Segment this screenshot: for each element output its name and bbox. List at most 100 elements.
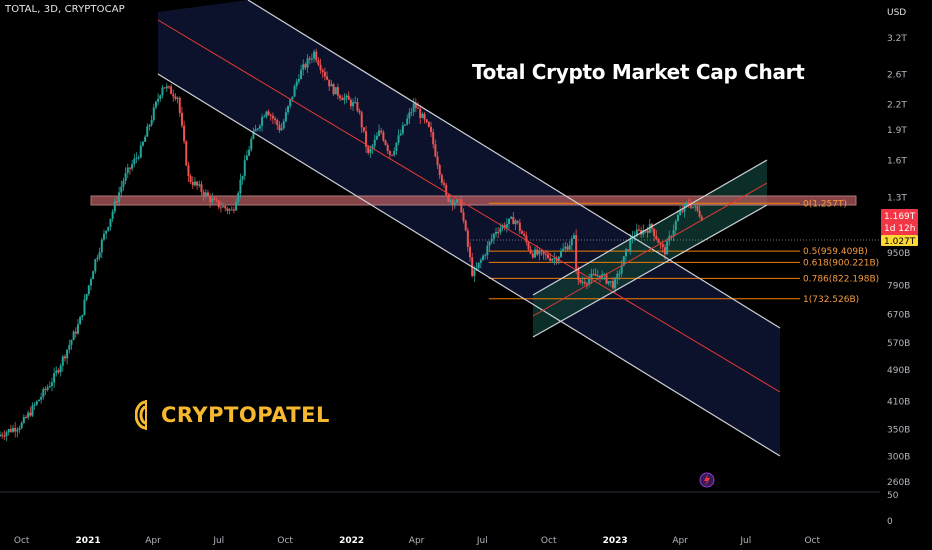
candle [611, 276, 614, 290]
candle [694, 202, 697, 212]
candle [356, 97, 359, 113]
candle [572, 232, 575, 240]
candle [144, 134, 147, 142]
candle [581, 276, 584, 287]
candle [109, 218, 112, 231]
candle [551, 257, 554, 263]
candle [261, 113, 264, 132]
rising-channel-mid[interactable] [532, 182, 768, 317]
rising-channel-lower[interactable] [532, 204, 768, 338]
candle [423, 112, 426, 124]
candle [102, 229, 105, 242]
rising-channel-upper[interactable] [532, 159, 768, 296]
descending-channel-mid[interactable] [157, 19, 781, 393]
volume-tick-label: 50 [887, 491, 899, 501]
candle [5, 430, 8, 442]
candle [508, 218, 511, 230]
candle [308, 55, 311, 65]
current-price-tag: 1.169T 1d 12h [881, 209, 918, 235]
candle [620, 260, 623, 278]
candle [421, 112, 424, 119]
candle [486, 240, 489, 260]
candle [35, 400, 38, 407]
candle [57, 368, 60, 375]
fib-level-label: 0.618(900.221B) [803, 258, 879, 268]
candle [148, 123, 151, 131]
candle [401, 122, 404, 136]
candle [555, 255, 558, 265]
candle [211, 192, 214, 205]
candle [313, 49, 316, 63]
price-axis[interactable]: USD 3.2T 2.6T 2.2T 1.9T 1.6T 1.3T 950B 790B 670B… [887, 8, 910, 488]
candle [362, 127, 365, 134]
descending-channel-lower[interactable] [157, 73, 781, 457]
candle [397, 129, 400, 146]
candle [302, 59, 305, 76]
candle [118, 186, 121, 207]
candle [252, 127, 255, 140]
candle [83, 294, 86, 316]
x-tick-label: Oct [541, 536, 557, 546]
y-tick-label: 410B [887, 397, 910, 407]
candle [382, 130, 385, 142]
x-tick-label: Jul [739, 536, 751, 546]
candle [495, 227, 498, 238]
candle [386, 143, 389, 154]
candle [74, 327, 77, 338]
candle [306, 54, 309, 73]
candle [464, 219, 467, 232]
candle [167, 85, 170, 89]
candle [531, 252, 534, 260]
candle [469, 241, 472, 262]
candle [521, 229, 523, 235]
candle [70, 339, 73, 350]
candle [189, 173, 192, 185]
descending-channel-upper[interactable] [247, 0, 781, 329]
volume-axis: 50 0 [887, 491, 899, 527]
candle [607, 281, 610, 286]
candle [384, 139, 387, 146]
candle [40, 392, 43, 404]
candle [128, 167, 131, 175]
candle [89, 277, 92, 291]
fib-retracement[interactable]: 0(1.257T) 0.5(959.409B)0.618(900.221B) 0.7… [488, 199, 879, 305]
candle [345, 93, 348, 103]
candle [432, 128, 435, 149]
currency-label: USD [887, 8, 906, 18]
candle [570, 235, 573, 252]
candle [265, 110, 268, 119]
lightning-icon[interactable] [699, 472, 715, 488]
candle [653, 228, 656, 242]
candle [538, 247, 541, 261]
candle [213, 195, 216, 201]
candle [347, 91, 350, 100]
x-tick-label: 2023 [603, 536, 628, 546]
candle [436, 151, 439, 170]
candle [655, 230, 658, 241]
candle [315, 48, 318, 63]
candle [575, 229, 578, 275]
candle [553, 252, 556, 266]
candle [484, 253, 487, 260]
candle [637, 224, 640, 232]
candle [271, 112, 274, 125]
x-tick-label: Apr [672, 536, 688, 546]
y-tick-label: 2.6T [887, 71, 907, 81]
candle [120, 180, 123, 198]
time-axis[interactable]: Oct 2021 Apr Jul Oct 2022 Apr Jul Oct 2023 Apr Jul O… [14, 536, 821, 546]
candle [367, 145, 370, 155]
candle [698, 205, 701, 219]
descending-channel-fill [158, 0, 780, 456]
candle [304, 62, 307, 70]
candle [317, 57, 320, 67]
candle [395, 142, 398, 155]
candle [414, 98, 417, 113]
candle [98, 247, 101, 261]
candle [430, 121, 433, 137]
candle [360, 110, 363, 133]
candle [146, 123, 149, 137]
candle [280, 122, 283, 131]
candle [176, 96, 179, 104]
candle [126, 163, 129, 179]
